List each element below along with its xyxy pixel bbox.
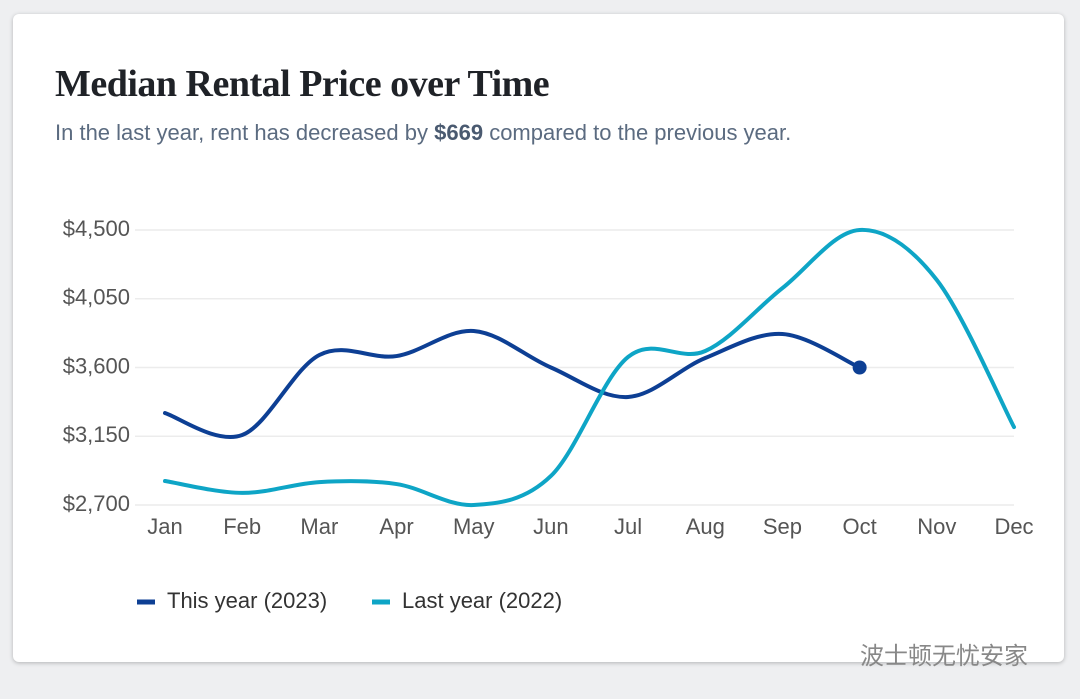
subtitle-text: In the last year, rent has decreased by xyxy=(55,120,435,145)
y-tick-label: $3,150 xyxy=(63,422,130,447)
watermark: 波士顿无忧安家 xyxy=(860,642,1028,670)
subtitle-text: compared to the previous year. xyxy=(483,120,792,145)
x-tick-label: Mar xyxy=(300,514,338,539)
x-tick-label: Nov xyxy=(917,514,956,539)
legend-label: This year (2023) xyxy=(167,588,327,613)
x-tick-label: Jul xyxy=(614,514,642,539)
x-tick-label: Oct xyxy=(843,514,877,539)
series-line xyxy=(163,328,862,439)
series-line xyxy=(163,227,1016,508)
legend-label: Last year (2022) xyxy=(402,588,562,613)
x-tick-label: Feb xyxy=(223,514,261,539)
y-tick-label: $3,600 xyxy=(63,353,130,378)
x-tick-label: Dec xyxy=(994,514,1033,539)
x-tick-label: Jun xyxy=(533,514,568,539)
chart-title: Median Rental Price over Time xyxy=(55,63,550,105)
subtitle-highlight: $669 xyxy=(434,120,484,145)
x-tick-label: Jan xyxy=(147,514,182,539)
x-tick-label: Apr xyxy=(379,514,413,539)
x-tick-label: May xyxy=(453,514,495,539)
x-tick-label: Sep xyxy=(763,514,802,539)
y-tick-label: $2,700 xyxy=(63,491,130,516)
chart-subtitle: In the last year, rent has decreased by … xyxy=(55,120,791,146)
card: Median Rental Price over Time In the las… xyxy=(13,14,1064,662)
x-tick-label: Aug xyxy=(686,514,725,539)
y-tick-label: $4,050 xyxy=(63,285,130,310)
end-point xyxy=(852,360,867,375)
y-tick-label: $4,500 xyxy=(63,216,130,241)
